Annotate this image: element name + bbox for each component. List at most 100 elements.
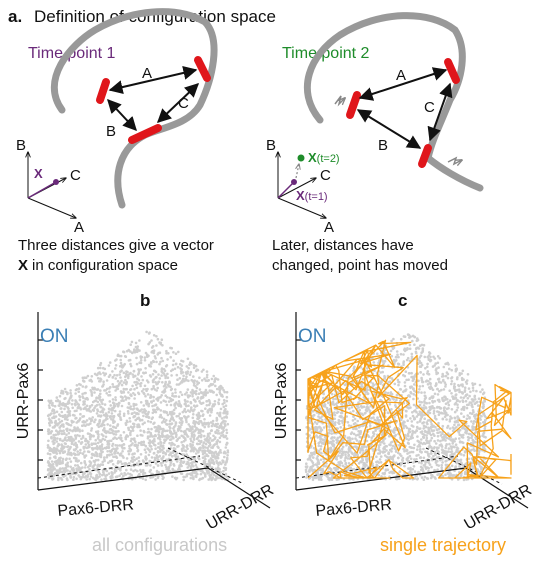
scatter-point	[162, 476, 165, 479]
scatter-point	[444, 402, 448, 406]
scatter-point	[51, 477, 55, 481]
scatter-point	[81, 385, 85, 388]
scatter-point	[365, 390, 368, 394]
scatter-point	[114, 444, 117, 447]
scatter-point	[47, 404, 51, 407]
scatter-point	[132, 455, 136, 459]
scatter-point	[68, 428, 72, 432]
caption: Later, distances have	[272, 237, 414, 254]
scatter-point	[148, 450, 152, 453]
scatter-point	[169, 385, 172, 389]
scatter-point	[46, 444, 50, 447]
scatter-point	[89, 437, 92, 441]
scatter-point	[476, 404, 480, 407]
scatter-point	[463, 470, 467, 474]
scatter-point	[217, 402, 221, 406]
scatter-point	[112, 421, 115, 425]
scatter-point	[158, 427, 162, 431]
scatter-point	[142, 371, 146, 375]
scatter-point	[101, 473, 104, 477]
scatter-point	[162, 441, 166, 445]
scatter-point	[370, 416, 373, 420]
scatter-point	[199, 446, 202, 450]
scatter-point	[198, 414, 202, 418]
scatter-point	[399, 337, 403, 341]
scatter-point	[126, 420, 129, 424]
scatter-point	[148, 341, 152, 344]
scatter-point	[437, 413, 441, 417]
scatter-point	[186, 460, 189, 464]
scatter-point	[479, 418, 482, 421]
scatter-point	[79, 441, 83, 445]
scatter-point	[224, 420, 227, 423]
scatter-point	[349, 424, 353, 428]
scatter-point	[122, 399, 125, 403]
scatter-point	[211, 455, 215, 459]
scatter-point	[109, 404, 112, 407]
scatter-point	[447, 363, 450, 366]
scatter-point	[46, 468, 50, 472]
scatter-point	[55, 422, 58, 426]
scatter-point	[74, 464, 77, 467]
scatter-point	[339, 411, 343, 415]
scatter-point	[427, 445, 431, 449]
scatter-point	[340, 461, 344, 465]
scatter-point	[462, 405, 465, 409]
scatter-point	[416, 421, 419, 424]
scatter-point	[449, 450, 453, 454]
scatter-point	[107, 472, 111, 475]
scatter-point	[377, 446, 381, 449]
scatter-point	[340, 450, 344, 453]
scatter-point	[391, 347, 395, 351]
scatter-point	[70, 439, 73, 443]
scatter-point	[422, 478, 426, 482]
scatter-point	[458, 459, 462, 462]
scatter-point	[407, 438, 411, 442]
scatter-point	[129, 464, 133, 468]
scatter-point	[462, 378, 465, 381]
scatter-point	[101, 409, 104, 412]
scatter-point	[146, 420, 150, 423]
scatter-point	[121, 365, 125, 368]
scatter-point	[393, 382, 397, 386]
scatter-point	[437, 421, 440, 425]
scatter-point	[483, 427, 487, 431]
scatter-point	[450, 408, 454, 411]
scatter-point	[448, 399, 452, 402]
scatter-point	[201, 401, 205, 405]
scatter-point	[213, 400, 217, 403]
scatter-point	[88, 464, 92, 468]
scatter-point	[413, 383, 416, 386]
scatter-point	[144, 409, 147, 413]
scatter-point	[55, 452, 59, 455]
scatter-point	[225, 428, 228, 432]
scatter-point	[163, 429, 167, 433]
scatter-point	[211, 422, 215, 426]
scatter-point	[182, 475, 185, 479]
diagram-left: Time point 1 A B C B C A X Three distanc…	[16, 8, 218, 274]
scatter-point	[140, 443, 143, 447]
scatter-point	[164, 463, 167, 467]
scatter-point	[203, 421, 206, 425]
scatter-point	[473, 431, 477, 435]
scatter-point	[451, 395, 454, 398]
scatter-point	[209, 443, 212, 447]
scatter-point	[79, 477, 83, 481]
scatter-point	[425, 430, 429, 434]
scatter-point	[344, 453, 347, 457]
scatter-point	[75, 469, 79, 473]
scatter-point	[441, 417, 445, 421]
scatter-point	[403, 449, 406, 453]
scatter-point	[112, 404, 116, 407]
scatter-point	[346, 421, 350, 424]
scatter-point	[224, 452, 227, 455]
scatter-point	[161, 456, 165, 459]
scatter-point	[132, 350, 136, 353]
scatter-point	[191, 416, 195, 420]
scatter-point	[135, 380, 138, 384]
scatter-point	[412, 393, 416, 396]
scatter-point	[151, 439, 155, 443]
scatter-point	[398, 443, 401, 447]
scatter-point	[215, 387, 219, 391]
scatter-point	[447, 472, 450, 476]
